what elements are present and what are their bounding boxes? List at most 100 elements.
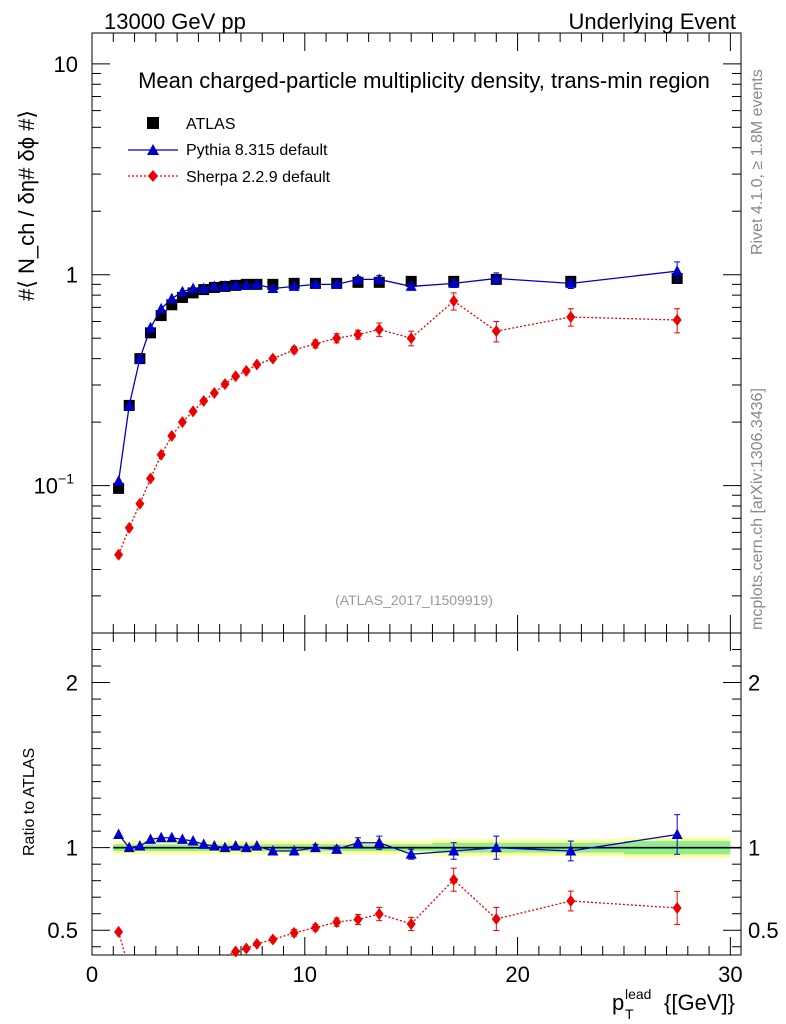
pythia-point (113, 475, 125, 486)
pythia-ratio-point (331, 843, 343, 854)
analysis-tag: (ATLAS_2017_I1509919) (335, 592, 493, 608)
sherpa-point (188, 405, 198, 418)
pythia-ratio-point (448, 844, 460, 856)
pythia-ratio-point (134, 840, 146, 851)
sherpa-point (241, 364, 251, 377)
atlas-point (176, 291, 188, 303)
sherpa-line (117, 300, 678, 555)
sherpa-point (124, 521, 134, 534)
ratio-y-tick-label-right: 1 (748, 836, 760, 861)
x-axis-label: p T lead {[GeV]} (612, 986, 735, 1022)
pythia-point (331, 278, 343, 289)
sherpa-point (374, 323, 384, 336)
energy-label: 13000 GeV pp (104, 9, 246, 34)
sherpa-point (177, 416, 187, 429)
sherpa-point (406, 332, 416, 345)
sherpa-ratio-point (332, 916, 342, 929)
pythia-point (565, 277, 577, 288)
x-tick-label: 10 (293, 962, 317, 987)
sherpa-ratio-point (491, 913, 501, 926)
legend-atlas-marker (147, 117, 159, 129)
sherpa-point (353, 328, 363, 341)
legend-pythia-marker (147, 144, 159, 155)
pythia-point (123, 399, 135, 410)
sherpa-ratio-point (672, 901, 682, 914)
pythia-point (176, 285, 188, 297)
main-y-axis-label: #⟨ N_ch / δη# δϕ #⟩ (14, 110, 39, 301)
ratio-y-tick-label-left: 1 (66, 836, 78, 861)
sherpa-point (252, 358, 262, 371)
sherpa-point (156, 448, 166, 461)
ratio-y-tick-label-left: 0.5 (47, 918, 78, 943)
sherpa-ratio-point (289, 926, 299, 939)
pythia-ratio-point (230, 840, 242, 851)
sherpa-point (491, 325, 501, 338)
atlas-point (166, 299, 178, 311)
pythia-ratio-point (288, 844, 300, 856)
sherpa-ratio-line (117, 878, 678, 955)
pythia-ratio-point (565, 844, 577, 856)
x-axis-label-unit: {[GeV]} (664, 990, 735, 1015)
y-tick-label: 10−1 (34, 471, 75, 499)
sherpa-ratio-point (353, 913, 363, 926)
x-tick-label: 30 (718, 962, 742, 987)
ratio-y-tick-label-right: 0.5 (748, 918, 779, 943)
pythia-ratio-point (123, 841, 135, 853)
sherpa-point (332, 332, 342, 345)
pythia-point (219, 280, 231, 291)
sherpa-point (167, 429, 177, 442)
pythia-ratio-point (405, 848, 417, 859)
ratio-y-tick-label-left: 2 (66, 671, 78, 696)
pythia-ratio-point (113, 828, 125, 839)
pythia-ratio-point (219, 841, 231, 853)
x-tick-label: 20 (505, 962, 529, 987)
pythia-point (230, 279, 242, 290)
pythia-ratio-point (490, 841, 502, 853)
sherpa-point (449, 295, 459, 308)
legend: ATLAS Pythia 8.315 default Sherpa 2.2.9 … (128, 116, 331, 186)
sherpa-point (146, 472, 156, 485)
sherpa-point (289, 343, 299, 356)
sherpa-ratio-point (406, 917, 416, 930)
pythia-point (405, 280, 417, 291)
pythia-point (309, 278, 321, 289)
legend-sherpa-marker (148, 170, 158, 182)
sherpa-point (268, 352, 278, 365)
rivet-label: Rivet 4.1.0, ≥ 1.8M events (749, 69, 766, 255)
sherpa-point (672, 313, 682, 326)
ratio-y-axis-label: Ratio to ATLAS (21, 748, 38, 856)
pythia-point (251, 278, 263, 289)
legend-sherpa-label: Sherpa 2.2.9 default (186, 169, 331, 186)
pythia-point (187, 282, 199, 294)
legend-atlas-label: ATLAS (186, 116, 236, 133)
sherpa-ratio-point (231, 945, 241, 958)
sherpa-ratio-point (566, 895, 576, 908)
pythia-point (198, 282, 210, 294)
category-label: Underlying Event (568, 9, 736, 34)
pythia-point (208, 280, 220, 291)
pythia-point (240, 279, 252, 290)
sherpa-point (566, 311, 576, 324)
pythia-ratio-point (198, 838, 210, 849)
main-title: Mean charged-particle multiplicity densi… (138, 68, 710, 93)
sherpa-point (114, 548, 124, 561)
pythia-point (134, 352, 146, 364)
pythia-point (288, 280, 300, 291)
pythia-ratio-point (373, 836, 385, 848)
pythia-ratio-point (155, 831, 167, 843)
pythia-ratio-point (187, 835, 199, 846)
atlas-point (113, 482, 125, 494)
pythia-point (267, 282, 279, 294)
sherpa-ratio-point (114, 925, 124, 938)
main-panel: 10−1 1 10 Mean charged-particle multiplici… (14, 32, 742, 634)
y-tick-label: 1 (66, 263, 78, 288)
y-tick-label: 10 (54, 52, 78, 77)
sherpa-point (135, 497, 145, 510)
atlas-point (155, 310, 167, 322)
pythia-ratio-point (240, 841, 252, 853)
x-axis-label-p: p (612, 990, 624, 1015)
pythia-ratio-point (176, 833, 188, 844)
pythia-point (145, 321, 157, 333)
mcplots-label: mcplots.cern.ch [arXiv:1306.3436] (749, 388, 766, 630)
